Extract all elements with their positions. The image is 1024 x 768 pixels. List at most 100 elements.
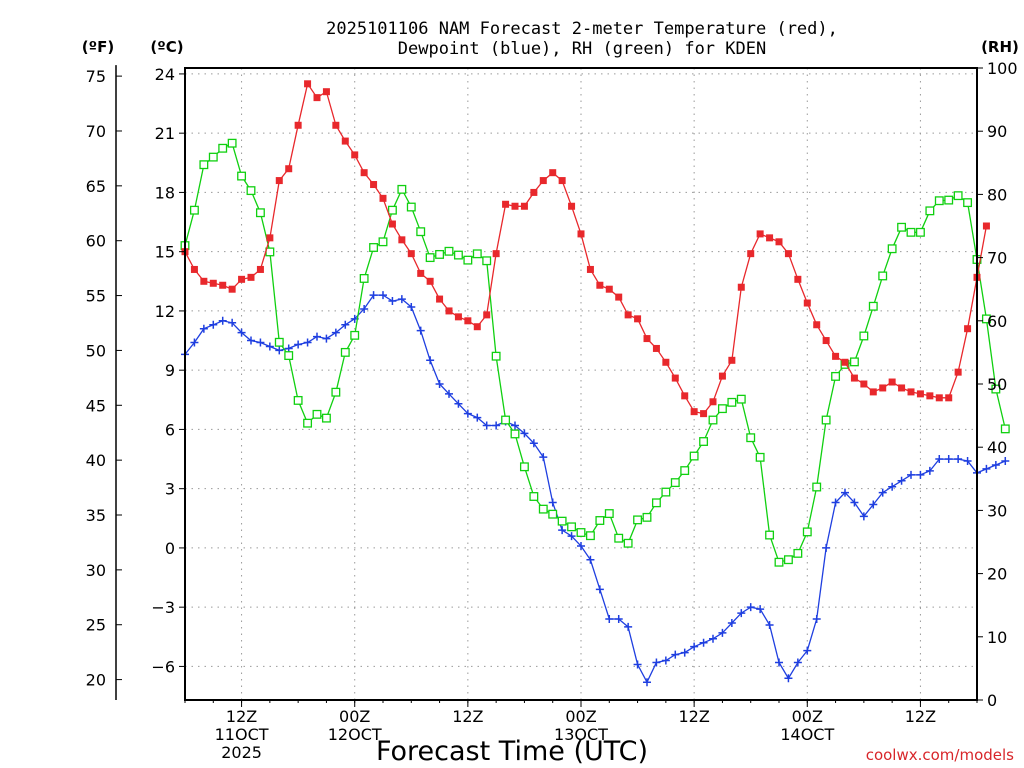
x-tick-label: 00Z [792, 707, 823, 726]
rh-tick-label: 10 [987, 628, 1007, 647]
x-tick-label: 12OCT [328, 725, 382, 744]
point-temperature [869, 388, 877, 396]
point-temperature [916, 390, 924, 398]
axis-ticks: 24211815129630−3−62025303540455055606570… [86, 59, 1018, 762]
point-temperature [898, 384, 906, 392]
point-rh [227, 138, 237, 148]
x-axis-title: Forecast Time (UTC) [376, 736, 648, 767]
point-rh [717, 404, 727, 414]
point-temperature [850, 374, 858, 382]
chart-title-line1: 2025101106 NAM Forecast 2-meter Temperat… [326, 19, 838, 39]
series-line-rh [184, 142, 1006, 563]
point-temperature [690, 408, 698, 416]
point-dewpoint [379, 291, 387, 300]
x-tick-label: 12Z [905, 707, 936, 726]
point-dewpoint [624, 622, 633, 631]
celsius-tick-label: 18 [155, 183, 175, 202]
point-rh [472, 249, 482, 259]
x-tick-label: 12Z [452, 707, 483, 726]
point-rh [237, 171, 247, 181]
point-rh [944, 195, 954, 205]
point-dewpoint [690, 642, 699, 651]
point-dewpoint [209, 320, 218, 329]
point-temperature [662, 358, 670, 366]
point-rh [199, 160, 209, 170]
point-rh [736, 394, 746, 404]
point-dewpoint [709, 634, 717, 643]
point-dewpoint [313, 332, 321, 341]
point-temperature [341, 137, 349, 145]
point-temperature [982, 222, 990, 230]
point-dewpoint [605, 615, 614, 624]
point-rh [331, 387, 341, 397]
point-dewpoint [369, 291, 378, 300]
point-dewpoint [388, 297, 397, 306]
point-rh [859, 331, 869, 341]
point-temperature [737, 283, 745, 291]
point-rh [378, 237, 388, 247]
point-rh [746, 433, 756, 443]
point-temperature [426, 277, 434, 285]
fahrenheit-tick-label: 20 [86, 671, 106, 690]
point-rh [425, 253, 435, 263]
point-dewpoint [454, 399, 463, 408]
point-temperature [775, 238, 783, 246]
point-temperature [709, 398, 717, 406]
point-temperature [190, 265, 198, 273]
point-dewpoint [586, 555, 595, 564]
x-tick-label: 11OCT [215, 725, 269, 744]
point-dewpoint [1001, 457, 1010, 466]
point-rh [208, 152, 218, 162]
point-dewpoint [822, 543, 831, 552]
point-dewpoint [511, 421, 519, 430]
rh-tick-label: 30 [987, 501, 1007, 520]
point-temperature [388, 220, 396, 228]
point-rh [651, 498, 661, 508]
point-temperature [304, 80, 312, 88]
point-temperature [200, 277, 208, 285]
point-temperature [681, 392, 689, 400]
point-rh [783, 555, 793, 565]
point-dewpoint [237, 328, 246, 337]
point-rh [567, 522, 577, 532]
point-temperature [700, 410, 708, 418]
celsius-tick-label: 21 [155, 124, 175, 143]
point-temperature [718, 372, 726, 380]
point-temperature [464, 317, 472, 325]
point-rh [897, 222, 907, 232]
point-dewpoint [944, 455, 953, 464]
point-temperature [964, 325, 972, 333]
point-temperature [558, 177, 566, 185]
fahrenheit-tick-label: 40 [86, 451, 106, 470]
point-rh [387, 205, 397, 215]
point-rh [821, 415, 831, 425]
celsius-tick-label: 24 [155, 65, 175, 84]
point-dewpoint [718, 628, 727, 637]
point-dewpoint [322, 334, 331, 343]
point-dewpoint [548, 498, 557, 507]
point-rh [802, 527, 812, 537]
fahrenheit-tick-label: 50 [86, 341, 106, 360]
fahrenheit-tick-label: 30 [86, 561, 106, 580]
point-rh [482, 256, 492, 266]
point-dewpoint [699, 638, 708, 647]
point-dewpoint [294, 340, 303, 349]
point-dewpoint [907, 470, 915, 479]
point-temperature [728, 356, 736, 364]
point-dewpoint [954, 455, 963, 464]
point-temperature [766, 234, 774, 242]
point-rh [849, 357, 859, 367]
point-rh [501, 415, 511, 425]
point-rh [991, 384, 1001, 394]
rh-unit-label: (RH) [981, 38, 1019, 56]
point-rh [915, 227, 925, 237]
point-temperature [643, 335, 651, 343]
point-dewpoint [445, 389, 453, 398]
celsius-tick-label: 9 [165, 361, 175, 380]
point-rh [925, 206, 935, 216]
point-temperature [860, 380, 868, 388]
point-dewpoint [228, 318, 237, 327]
series-line-temperature [184, 82, 988, 415]
point-temperature [219, 281, 227, 289]
x-tick-label: 13OCT [554, 725, 608, 744]
